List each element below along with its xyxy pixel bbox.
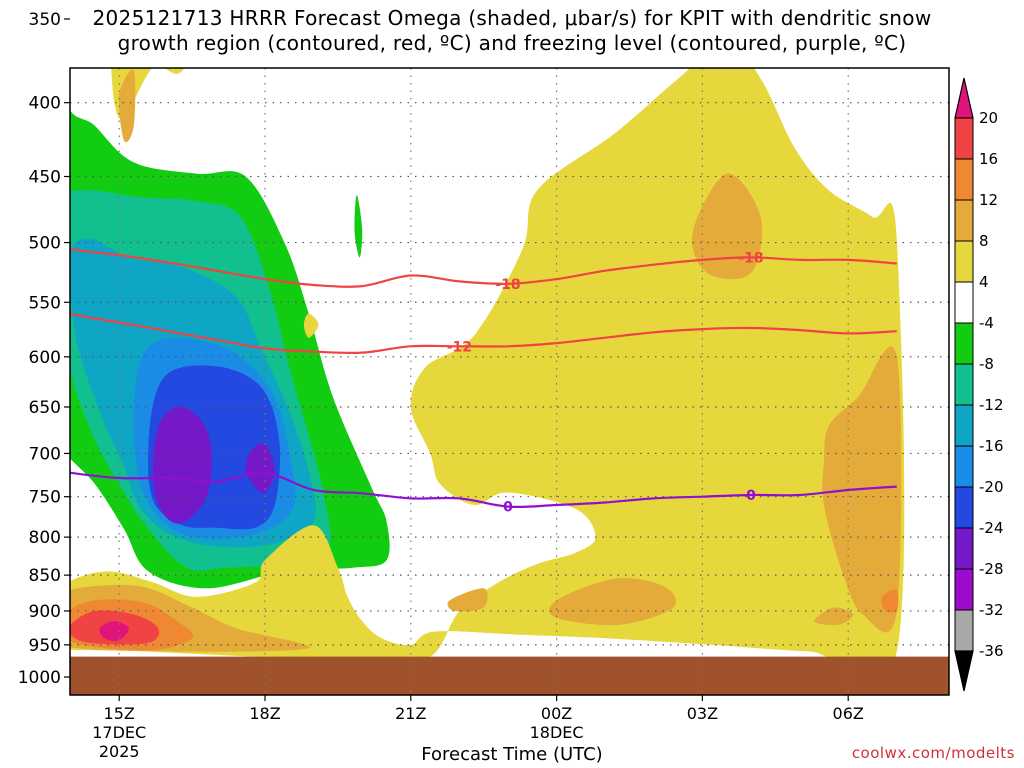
colorbar-label-neg24: -24	[979, 519, 1004, 537]
colorbar-box-12	[954, 609, 974, 652]
omega-region-3-neg8	[743, 0, 756, 54]
x-tick-year-15Z: 2025	[99, 742, 140, 761]
y-tick-label-600: 600	[29, 348, 61, 368]
contour-temp-minus-12	[70, 312, 897, 355]
omega-region-27-12	[881, 589, 899, 613]
y-tick-label-500: 500	[29, 234, 61, 254]
omega-region-16-4	[70, 68, 905, 683]
y-tick-label-750: 750	[29, 488, 61, 508]
ground-surface	[70, 656, 949, 695]
x-tick-date-15Z: 17DEC	[92, 723, 146, 742]
colorbar-label-neg36: -36	[979, 642, 1004, 660]
colorbar-label-8: 8	[979, 232, 989, 250]
colorbar-box-4	[954, 281, 974, 324]
colorbar-label-neg4: -4	[979, 314, 994, 332]
contour-label-temp-minus-18-0: -18	[495, 277, 520, 293]
colorbar-box-5	[954, 322, 974, 365]
colorbar-label-12: 12	[979, 191, 998, 209]
y-tick-label-450: 450	[29, 168, 61, 188]
omega-region-23-8	[814, 607, 854, 626]
x-tick-label-00Z: 00Z	[541, 704, 572, 723]
colorbar-box-7	[954, 404, 974, 447]
colorbar-label-20: 20	[979, 109, 998, 127]
contour-label-temp-minus-12-0: -12	[447, 339, 472, 355]
omega-region-30-neg12	[22, 612, 25, 621]
omega-region-21-8	[549, 578, 677, 626]
colorbar-box-9	[954, 486, 974, 529]
omega-region-2-neg8	[354, 195, 363, 258]
x-axis-label: Forecast Time (UTC)	[421, 744, 603, 765]
contour-temp-minus-18	[70, 247, 897, 288]
omega-region-11-neg28	[153, 406, 212, 524]
x-tick-label-21Z: 21Z	[395, 704, 426, 723]
colorbar-box-10	[954, 527, 974, 570]
title-line-1: 2025121713 HRRR Forecast Omega (shaded, …	[92, 6, 932, 30]
y-tick-label-900: 900	[29, 602, 61, 622]
colorbar-label-neg32: -32	[979, 601, 1004, 619]
colorbar-label-4: 4	[979, 273, 989, 291]
colorbar-label-neg8: -8	[979, 355, 994, 373]
colorbar-box-2	[954, 199, 974, 242]
temperature-contours: -18 -18 -12 0 0	[70, 247, 897, 516]
colorbar-box-11	[954, 568, 974, 611]
omega-region-20-8	[691, 173, 763, 280]
plot-frame	[69, 67, 950, 696]
title-line-2: growth region (contoured, red, ºC) and f…	[117, 31, 907, 55]
x-tick-label-03Z: 03Z	[687, 704, 718, 723]
y-tick-label-800: 800	[29, 528, 61, 548]
colorbar-box-3	[954, 240, 974, 283]
omega-region-29-20	[99, 621, 129, 641]
contour-temp-0	[70, 471, 897, 509]
colorbar-top-triangle	[954, 77, 974, 119]
contour-label-temp-0-1: 0	[746, 488, 756, 504]
colorbar-box-6	[954, 363, 974, 406]
y-tick-label-950: 950	[29, 636, 61, 656]
colorbar-bottom-triangle	[954, 650, 974, 692]
y-tick-label-650: 650	[29, 398, 61, 418]
colorbar-label-neg12: -12	[979, 396, 1004, 414]
colorbar-box-1	[954, 158, 974, 201]
omega-region-22-8	[447, 588, 488, 612]
colorbar-label-16: 16	[979, 150, 998, 168]
y-tick-label-550: 550	[29, 293, 61, 313]
y-tick-label-400: 400	[29, 94, 61, 114]
chart-title: 2025121713 HRRR Forecast Omega (shaded, …	[0, 6, 1024, 56]
omega-region-19-8	[118, 69, 136, 143]
contour-label-temp-0-0: 0	[503, 500, 513, 516]
contour-label-temp-minus-18-1: -18	[738, 250, 763, 266]
colorbar-box-8	[954, 445, 974, 488]
x-tick-label-18Z: 18Z	[249, 704, 280, 723]
y-tick-label-1000: 1000	[18, 668, 61, 688]
x-tick-label-06Z: 06Z	[833, 704, 864, 723]
y-tick-label-850: 850	[29, 566, 61, 586]
x-tick-date-00Z: 18DEC	[530, 723, 584, 742]
omega-region-18-8	[152, 0, 168, 35]
colorbar-label-neg16: -16	[979, 437, 1004, 455]
axes: 2503003504004505005506006507007508008509…	[18, 10, 950, 761]
colorbar-label-neg20: -20	[979, 478, 1004, 496]
colorbar: 20 16 12 8 4 -4 -8 -12 -16 -20 -24 -28 -32 -36	[954, 77, 1004, 692]
x-tick-label-15Z: 15Z	[104, 704, 135, 723]
omega-shading	[22, 0, 905, 683]
source-credit: coolwx.com/modelts	[851, 744, 1015, 762]
omega-region-15-4	[303, 313, 319, 338]
y-tick-label-700: 700	[29, 444, 61, 464]
y-tick-label-350: 350	[29, 10, 61, 30]
colorbar-box-0	[954, 117, 974, 160]
omega-region-12-neg28	[245, 443, 275, 494]
colorbar-label-neg28: -28	[979, 560, 1004, 578]
